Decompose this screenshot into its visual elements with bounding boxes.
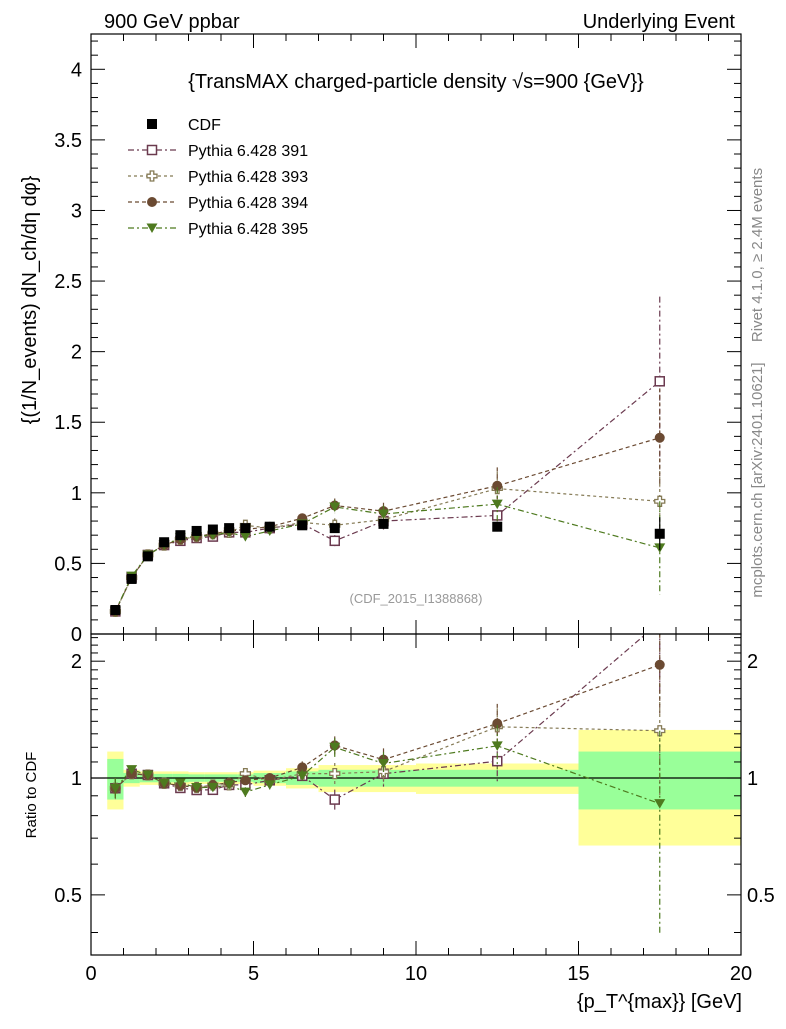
ratio-point-4	[174, 778, 186, 788]
ratio-point-3	[240, 775, 251, 786]
ratio-point-1	[655, 618, 664, 627]
data-point	[224, 523, 235, 534]
series-line-1	[114, 380, 661, 612]
data-point	[264, 521, 275, 532]
ratio-point-4	[654, 799, 666, 809]
ratio-point-4	[378, 759, 389, 769]
y-tick-label: 0	[71, 624, 82, 646]
ratio-point-1	[329, 794, 340, 805]
ratio-point-4	[239, 787, 251, 798]
ratio-series-layer	[109, 618, 666, 935]
ratio-point-2	[654, 725, 666, 737]
x-tick-label: 20	[730, 963, 752, 985]
x-axis-label: {p_T^{max}} [GeV]	[577, 991, 742, 1013]
legend-label: Pythia 6.428 391	[188, 143, 308, 160]
x-tick-label: 10	[405, 963, 427, 985]
data-point	[142, 551, 153, 562]
y-tick-label: 3	[71, 200, 82, 222]
ratio-line-4	[114, 745, 660, 805]
ratio-y-tick-label: 0.5	[54, 885, 82, 907]
ratio-point-4	[264, 780, 276, 790]
rivet-label: Rivet 4.1.0, ≥ 2.4M events	[749, 168, 766, 342]
legend-marker	[147, 197, 157, 207]
series-line-4	[114, 503, 660, 612]
data-point	[492, 521, 503, 532]
point-2	[654, 495, 666, 507]
y-tick-label: 4	[71, 59, 82, 81]
ratio-y-tick-label: 1	[71, 768, 82, 790]
legend-marker	[146, 223, 158, 233]
ratio-point-4	[296, 771, 308, 781]
ratio-point-4	[142, 770, 154, 780]
ratio-point-4	[109, 783, 121, 794]
legend-marker	[146, 144, 158, 156]
header-left: 900 GeV ppbar	[104, 11, 240, 33]
chart-title: {TransMAX charged-particle density √s=90…	[188, 71, 644, 93]
point-1	[329, 535, 340, 547]
y-tick-label: 1.5	[54, 412, 82, 434]
point-4	[329, 502, 341, 512]
header-right: Underlying Event	[583, 11, 736, 33]
legend-label: Pythia 6.428 395	[188, 221, 308, 238]
legend-label: Pythia 6.428 394	[188, 195, 308, 212]
ratio-point-4	[329, 742, 341, 753]
ratio-point-4	[207, 782, 219, 793]
ratio-point-3	[492, 718, 503, 729]
data-point	[297, 520, 308, 531]
mcplots-label: mcplots.cern.ch [arXiv:2401.10621]	[749, 362, 766, 597]
legend-label: CDF	[188, 117, 221, 134]
data-point	[654, 528, 665, 539]
data-point	[110, 605, 121, 615]
legend-marker	[146, 170, 158, 182]
data-point	[329, 523, 340, 534]
point-1	[654, 376, 665, 387]
legend: CDF Pythia 6.428 391 Pythia 6.428 393 Pythi…	[128, 117, 308, 238]
data-point	[378, 518, 389, 529]
data-point	[159, 537, 170, 548]
x-tick-label: 15	[567, 963, 589, 985]
ratio-y-tick-label-right: 0.5	[747, 885, 775, 907]
data-point	[240, 523, 251, 534]
ratio-y-tick-label-right: 1	[747, 768, 758, 790]
legend-label: Pythia 6.428 393	[188, 169, 308, 186]
ratio-point-3	[654, 659, 665, 670]
point-4	[491, 499, 503, 510]
main-series-layer	[109, 296, 666, 618]
y-tick-label: 3.5	[54, 130, 82, 152]
y-tick-label: 2	[71, 342, 82, 364]
legend-marker	[147, 119, 157, 129]
ratio-y-axis-label: Ratio to CDF	[23, 752, 40, 839]
data-point	[191, 525, 202, 536]
analysis-watermark: (CDF_2015_I1388868)	[350, 591, 483, 606]
point-3	[654, 432, 665, 443]
ratio-bands	[91, 729, 741, 846]
axes: 0 5 10 15 20 0 0.5 1 1.5 2 2.5 3 3.5 4 0.5 0.5 1 1 2 2	[54, 33, 775, 985]
data-point	[126, 573, 137, 584]
point-4	[378, 509, 389, 519]
y-axis-label: {(1/N_events) dN_ch/dη dφ}	[19, 175, 41, 424]
data-point	[207, 524, 218, 535]
ratio-point-4	[126, 765, 138, 775]
ratio-y-tick-label: 2	[71, 651, 82, 673]
ratio-point-4	[191, 783, 203, 793]
data-point	[175, 530, 186, 541]
ratio-y-tick-label-right: 2	[747, 651, 758, 673]
y-tick-label: 0.5	[54, 553, 82, 575]
point-4	[239, 532, 251, 542]
x-tick-label: 5	[248, 963, 259, 985]
y-tick-label: 1	[71, 483, 82, 505]
y-tick-label: 2.5	[54, 271, 82, 293]
point-3	[492, 480, 503, 491]
x-tick-label: 0	[85, 963, 96, 985]
ratio-point-4	[491, 741, 503, 751]
ratio-point-2	[329, 767, 341, 780]
ratio-point-3	[297, 762, 308, 773]
ratio-point-4	[158, 778, 170, 789]
ratio-point-4	[223, 780, 235, 790]
